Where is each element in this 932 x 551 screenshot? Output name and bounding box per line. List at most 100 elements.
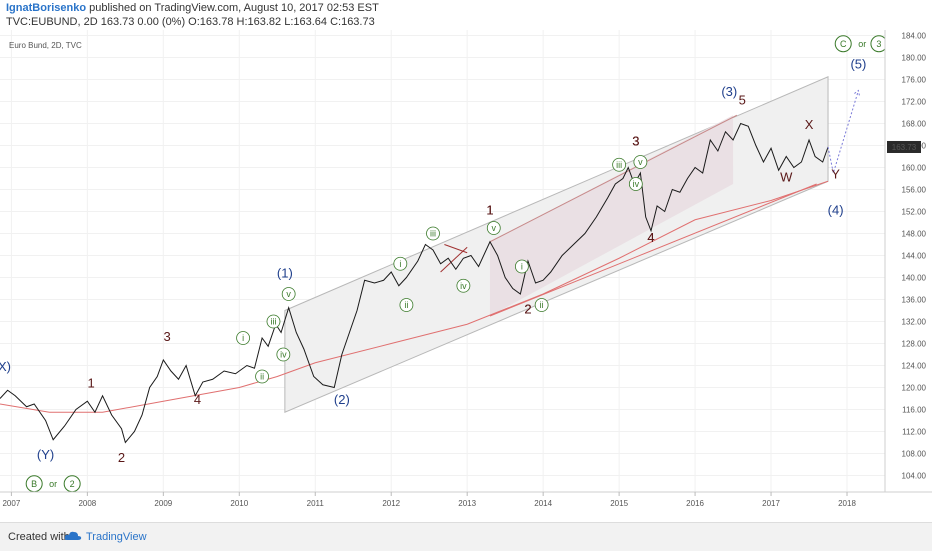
minor-wave-label: i — [521, 262, 523, 272]
intermediate-wave-label: 3 — [632, 134, 639, 149]
intermediate-wave-label: 1 — [88, 376, 95, 391]
y-tick-label: 176.00 — [902, 76, 927, 85]
y-tick-label: 144.00 — [902, 252, 927, 261]
x-tick-label: 2007 — [2, 499, 20, 508]
minor-wave-circle — [486, 221, 501, 235]
minor-wave-circle — [281, 287, 296, 301]
publish-text: published on TradingView.com, August 10,… — [89, 2, 379, 14]
intermediate-wave-label: 3 — [632, 134, 639, 149]
intermediate-wave-label: X — [805, 117, 814, 132]
x-tick-label: 2013 — [458, 499, 476, 508]
minor-wave-label: v — [286, 289, 291, 299]
publish-info: IgnatBorisenko published on TradingView.… — [6, 2, 379, 14]
minor-wave-label: ii — [404, 300, 408, 310]
y-axis-panel[interactable] — [885, 30, 932, 492]
y-tick-label: 136.00 — [902, 296, 927, 305]
author-link[interactable]: IgnatBorisenko — [6, 2, 87, 14]
x-tick-label: 2016 — [686, 499, 704, 508]
tradingview-cloud-icon — [64, 531, 82, 540]
alt-or-label: or — [49, 479, 57, 489]
intermediate-wave-label: 5 — [739, 92, 746, 107]
intermediate-wave-label: 2 — [524, 301, 531, 316]
major-wave-label: (4) — [828, 202, 844, 217]
x-tick-label: 2014 — [534, 499, 552, 508]
major-wave-label: (1) — [277, 266, 293, 281]
major-wave-label: (5) — [850, 57, 866, 72]
minor-wave-circle — [236, 331, 250, 345]
minor-wave-circle — [628, 177, 643, 191]
minor-wave-label: iii — [270, 317, 276, 327]
minor-wave-label: i — [242, 333, 244, 343]
alt-or-label: or — [858, 39, 866, 49]
tradingview-brand[interactable]: TradingView — [86, 531, 147, 543]
chart-header: IgnatBorisenko published on TradingView.… — [0, 0, 932, 30]
channel-lines — [440, 114, 817, 317]
minor-wave-circle — [456, 278, 471, 293]
minor-wave-circle — [399, 298, 414, 312]
last-price-value: 163.73 — [892, 143, 917, 152]
y-axis: 104.00 108.00 112.00 116.00 120.00 124.00 128.… — [902, 32, 927, 481]
y-tick-label: 152.00 — [902, 208, 927, 217]
chart-title: Euro Bund, 2D, TVC — [9, 41, 82, 50]
inner-channel — [489, 115, 734, 316]
major-wave-label: (Y) — [37, 447, 54, 462]
minor-wave-circle — [514, 259, 529, 274]
y-tick-label: 120.00 — [902, 384, 927, 393]
minor-wave-circle — [266, 314, 281, 329]
intermediate-wave-label: 4 — [647, 230, 654, 245]
intermediate-wave-label: 4 — [194, 392, 201, 407]
y-tick-label: 116.00 — [902, 406, 926, 415]
intermediate-wave-label: 1 — [486, 202, 493, 217]
intermediate-wave-label: 1 — [486, 202, 493, 217]
major-wave-label: (X) — [0, 359, 11, 374]
y-tick-label: 160.00 — [902, 164, 927, 173]
minor-wave-label: v — [492, 223, 497, 233]
alt-wave-label: C — [840, 39, 847, 49]
y-tick-label: 168.00 — [902, 120, 927, 129]
y-tick-label: 112.00 — [902, 428, 926, 437]
footer: Created with TradingView — [0, 522, 932, 551]
y-tick-label: 140.00 — [902, 274, 927, 283]
projection-arrow — [827, 89, 860, 174]
intermediate-wave-label: Y — [831, 167, 840, 182]
minor-wave-circle — [426, 226, 440, 241]
alt-wave-label: 2 — [70, 479, 75, 489]
y-tick-label: 132.00 — [902, 318, 927, 327]
x-tick-label: 2009 — [154, 499, 172, 508]
x-tick-label: 2012 — [382, 499, 400, 508]
price-chart[interactable]: (X)(Y)(1)(2)(3)(4)(5)12341234512345WXYii… — [0, 30, 932, 522]
x-tick-label: 2008 — [78, 499, 96, 508]
minor-wave-label: iv — [633, 179, 640, 189]
minor-wave-circle — [633, 155, 648, 169]
minor-wave-label: iii — [616, 160, 622, 170]
minor-wave-label: ii — [260, 372, 264, 382]
wave-labels: (X)(Y)(1)(2)(3)(4)(5)12341234512345WXYii… — [0, 35, 888, 493]
alt-wave-label: 3 — [876, 39, 881, 49]
symbol-info: TVC:EUBUND, 2D 163.73 0.00 (0%) O:163.78… — [6, 16, 375, 28]
major-wave-label: (2) — [334, 392, 350, 407]
minor-wave-circle — [255, 369, 269, 384]
y-tick-label: 148.00 — [902, 230, 927, 239]
minor-wave-label: ii — [540, 300, 544, 310]
y-tick-label: 156.00 — [902, 186, 927, 195]
x-tick-label: 2015 — [610, 499, 628, 508]
last-price-tag: 163.73 — [887, 140, 921, 153]
price-line — [0, 122, 829, 444]
y-tick-label: 104.00 — [902, 472, 927, 481]
intermediate-wave-label: 2 — [118, 450, 125, 465]
major-wave-label: (3) — [721, 84, 737, 99]
minor-wave-circle — [612, 157, 627, 172]
minor-wave-circle — [276, 347, 291, 362]
alt-wave-circle — [834, 35, 852, 53]
intermediate-wave-label: 3 — [164, 329, 171, 344]
minor-wave-label: iv — [460, 281, 467, 291]
x-tick-label: 2011 — [307, 499, 325, 508]
minor-wave-label: iv — [280, 350, 287, 360]
y-tick-label: 172.00 — [902, 98, 927, 107]
alt-wave-label: B — [31, 479, 37, 489]
inner-channel-top — [489, 114, 738, 243]
moving-average-line — [0, 180, 829, 413]
y-tick-label: 108.00 — [902, 450, 927, 459]
triangle-upper — [444, 244, 468, 254]
minor-wave-circle — [534, 298, 549, 312]
